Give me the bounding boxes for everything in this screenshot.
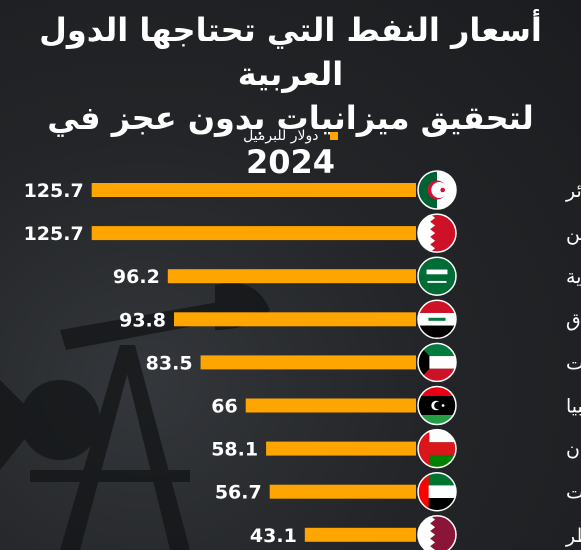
legend-label: دولار للبرميل bbox=[243, 128, 319, 144]
bar-4 bbox=[200, 355, 416, 370]
flag-ring bbox=[417, 471, 457, 512]
bar-2 bbox=[167, 269, 416, 284]
flag-ring bbox=[417, 342, 457, 383]
flag-ring bbox=[417, 515, 457, 550]
flag-ring bbox=[417, 213, 457, 253]
category-label-2: السعودية bbox=[566, 266, 581, 288]
bar-6 bbox=[266, 441, 416, 456]
flag-ring bbox=[417, 256, 457, 296]
saudi-arabia-flag-icon bbox=[418, 257, 456, 296]
bar-8 bbox=[304, 527, 416, 542]
data-label-4: 83.5 bbox=[146, 352, 193, 374]
bahrain-flag-icon bbox=[418, 214, 456, 253]
legend: دولار للبرميل bbox=[0, 128, 581, 144]
bar-3 bbox=[173, 312, 416, 327]
data-label-3: 93.8 bbox=[119, 309, 166, 331]
legend-swatch bbox=[329, 132, 338, 140]
data-label-5: 66 bbox=[211, 396, 237, 418]
flag-ring bbox=[417, 385, 457, 426]
flag-ring bbox=[417, 428, 457, 469]
data-label-0: 125.7 bbox=[24, 180, 84, 202]
category-label-5: ليبيا bbox=[566, 396, 581, 418]
category-label-8: قطر bbox=[565, 525, 581, 547]
chart-title: أسعار النفط التي تحتاجها الدول العربية ل… bbox=[0, 8, 581, 184]
data-label-2: 96.2 bbox=[113, 266, 160, 288]
data-label-8: 43.1 bbox=[250, 525, 297, 547]
bar-1 bbox=[91, 226, 416, 241]
flag-ring bbox=[417, 299, 457, 340]
chart-title-line-1: أسعار النفط التي تحتاجها الدول العربية bbox=[39, 11, 542, 93]
data-label-7: 56.7 bbox=[215, 482, 262, 504]
bar-7 bbox=[269, 484, 416, 499]
chart-title-line-2: لتحقيق ميزانيات بدون عجز في 2024 bbox=[47, 99, 534, 181]
category-label-0: الجزائر bbox=[565, 180, 581, 202]
algeria-flag-icon bbox=[418, 171, 456, 209]
flag-ring bbox=[417, 170, 457, 210]
data-label-6: 58.1 bbox=[211, 439, 258, 461]
category-label-6: عُمان bbox=[566, 439, 581, 461]
bar-0 bbox=[91, 183, 416, 197]
bar-5 bbox=[245, 398, 416, 413]
category-label-7: الإمارات bbox=[566, 482, 581, 504]
libya-flag-icon bbox=[418, 386, 456, 425]
category-label-4: الكويت bbox=[566, 352, 581, 374]
category-label-1: البحرين bbox=[566, 223, 581, 245]
data-label-1: 125.7 bbox=[24, 223, 84, 245]
category-label-3: العراق bbox=[566, 309, 581, 331]
